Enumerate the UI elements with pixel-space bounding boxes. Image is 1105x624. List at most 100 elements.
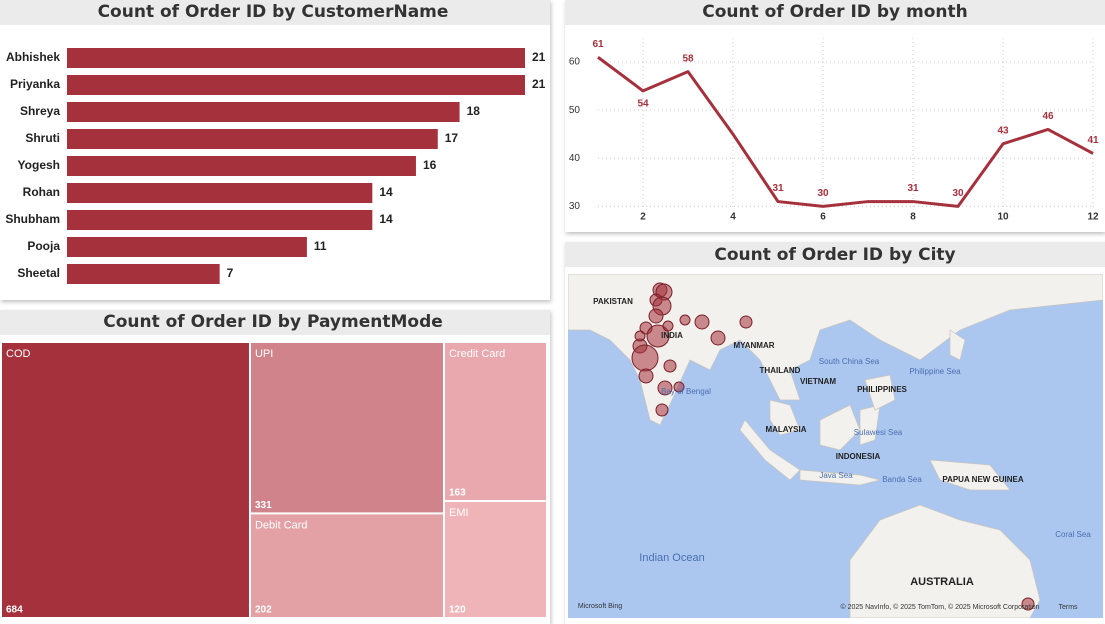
chart-title: Count of Order ID by CustomerName bbox=[98, 2, 449, 22]
map-label: Philippine Sea bbox=[909, 367, 961, 376]
bar bbox=[67, 102, 460, 122]
panel bbox=[565, 0, 1105, 232]
tile-label: Debit Card bbox=[255, 519, 308, 531]
data-label: 14 bbox=[379, 185, 393, 199]
x-tick-label: 12 bbox=[1087, 212, 1099, 223]
category-label: Shubham bbox=[5, 212, 60, 226]
map-label: INDIA bbox=[661, 331, 683, 340]
map-label: Coral Sea bbox=[1055, 530, 1091, 539]
category-label: Shruti bbox=[25, 131, 60, 145]
city-bubble bbox=[1021, 597, 1035, 611]
data-label: 46 bbox=[1042, 111, 1054, 122]
map-label: Banda Sea bbox=[882, 475, 922, 484]
category-label: Pooja bbox=[27, 239, 60, 253]
city-bubble bbox=[657, 380, 673, 396]
y-tick-label: 60 bbox=[569, 57, 581, 68]
tile-value: 331 bbox=[255, 500, 272, 511]
city-bubble bbox=[638, 368, 654, 384]
tile-label: COD bbox=[6, 348, 31, 360]
x-tick-label: 4 bbox=[730, 212, 736, 223]
map-label: Terms bbox=[1058, 604, 1078, 611]
land bbox=[799, 469, 881, 486]
data-label: 31 bbox=[907, 183, 919, 194]
map-label: South China Sea bbox=[819, 357, 880, 366]
map-label: MALAYSIA bbox=[765, 425, 806, 434]
tile-label: EMI bbox=[449, 507, 469, 519]
x-tick-label: 6 bbox=[820, 212, 826, 223]
land bbox=[819, 404, 861, 451]
data-label: 30 bbox=[817, 188, 829, 199]
land bbox=[864, 374, 896, 411]
city-bubble bbox=[648, 308, 664, 324]
chart-title: Count of Order ID by City bbox=[714, 245, 955, 265]
data-label: 11 bbox=[314, 239, 327, 253]
treemap-tile bbox=[250, 514, 443, 617]
treemap-tile bbox=[250, 343, 443, 513]
data-label: 30 bbox=[952, 188, 964, 199]
chart-title: Count of Order ID by month bbox=[702, 2, 967, 22]
bar bbox=[67, 48, 525, 68]
bar bbox=[67, 183, 373, 203]
data-label: 21 bbox=[532, 77, 546, 91]
data-label: 18 bbox=[467, 104, 481, 118]
line bbox=[597, 56, 1094, 208]
bar bbox=[67, 156, 416, 176]
land bbox=[949, 329, 966, 361]
city-bubble bbox=[646, 324, 670, 348]
land bbox=[769, 399, 801, 436]
map-label: PAPUA NEW GUINEA bbox=[942, 475, 1024, 484]
category-label: Rohan bbox=[23, 185, 60, 199]
title-band bbox=[0, 310, 550, 335]
map-label: MYANMAR bbox=[733, 341, 774, 350]
title-band bbox=[565, 242, 1105, 267]
treemap-tile bbox=[2, 343, 249, 617]
tile-value: 163 bbox=[449, 488, 466, 499]
tile-value: 684 bbox=[6, 605, 23, 616]
map-label: Java Sea bbox=[819, 471, 853, 480]
map: PAKISTAN INDIA MYANMAR THAILAND VIETNAM PHILI… bbox=[568, 274, 1103, 618]
chart-title: Count of Order ID by PaymentMode bbox=[103, 312, 443, 332]
tile-value: 202 bbox=[255, 605, 272, 616]
data-label: 31 bbox=[772, 183, 784, 194]
bar bbox=[67, 237, 307, 257]
map-label: INDONESIA bbox=[836, 452, 881, 461]
map-label: PHILIPPINES bbox=[857, 385, 907, 394]
category-label: Yogesh bbox=[18, 158, 60, 172]
category-label: Sheetal bbox=[17, 266, 60, 280]
data-label: 41 bbox=[1087, 135, 1099, 146]
category-label: Priyanka bbox=[10, 77, 60, 91]
city-bubble bbox=[655, 403, 669, 417]
city-bubble bbox=[694, 314, 710, 330]
bar bbox=[67, 264, 220, 284]
city-bubble bbox=[662, 320, 674, 332]
x-tick-label: 8 bbox=[910, 212, 916, 223]
map-label: AUSTRALIA bbox=[910, 576, 974, 588]
x-tick-label: 10 bbox=[997, 212, 1009, 223]
treemap-tile bbox=[444, 501, 546, 617]
city-bubble bbox=[663, 359, 677, 373]
city-bubble bbox=[739, 315, 753, 329]
category-label: Abhishek bbox=[6, 50, 60, 64]
tile-value: 120 bbox=[449, 605, 466, 616]
city-bubble bbox=[679, 314, 691, 326]
title-band bbox=[0, 0, 550, 25]
tile-label: UPI bbox=[255, 348, 273, 360]
bar bbox=[67, 129, 438, 149]
bar bbox=[67, 75, 525, 95]
land bbox=[929, 459, 1011, 491]
tile-label: Credit Card bbox=[449, 348, 505, 360]
map-label: Sulawesi Sea bbox=[854, 428, 903, 437]
map-label: VIETNAM bbox=[800, 377, 836, 386]
city-bubble bbox=[631, 344, 659, 372]
y-tick-label: 30 bbox=[569, 201, 581, 212]
x-tick-label: 2 bbox=[640, 212, 646, 223]
data-label: 7 bbox=[227, 266, 234, 280]
land bbox=[739, 419, 801, 481]
data-label: 61 bbox=[592, 39, 604, 50]
map-label: PAKISTAN bbox=[593, 297, 633, 306]
bar bbox=[67, 210, 373, 230]
city-bubble bbox=[673, 381, 685, 393]
y-tick-label: 50 bbox=[569, 105, 581, 116]
data-label: 58 bbox=[682, 53, 694, 64]
land bbox=[849, 504, 1041, 618]
